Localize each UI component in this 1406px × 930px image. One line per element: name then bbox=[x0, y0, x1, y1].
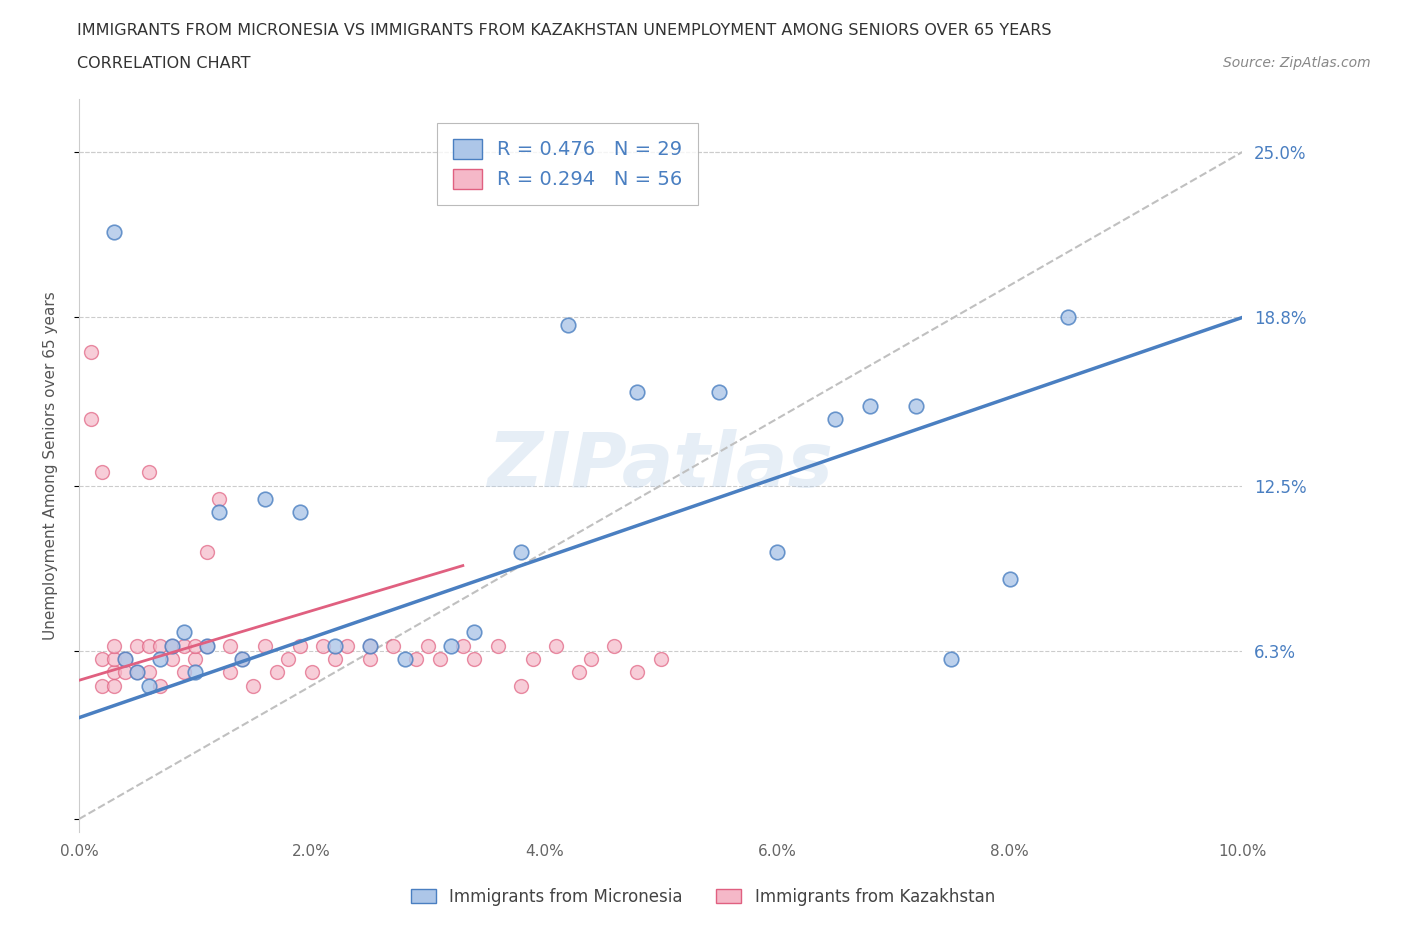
Text: IMMIGRANTS FROM MICRONESIA VS IMMIGRANTS FROM KAZAKHSTAN UNEMPLOYMENT AMONG SENI: IMMIGRANTS FROM MICRONESIA VS IMMIGRANTS… bbox=[77, 23, 1052, 38]
Point bbox=[149, 638, 172, 653]
Point bbox=[463, 652, 485, 667]
Point bbox=[557, 318, 579, 333]
Point bbox=[103, 678, 125, 693]
Point bbox=[173, 625, 195, 640]
Point bbox=[138, 638, 160, 653]
Point bbox=[312, 638, 335, 653]
Point bbox=[195, 638, 218, 653]
Point bbox=[195, 545, 218, 560]
Point bbox=[254, 638, 277, 653]
Point bbox=[103, 225, 125, 240]
Point bbox=[998, 572, 1021, 587]
Point bbox=[219, 665, 242, 680]
Point bbox=[231, 652, 253, 667]
Point bbox=[1056, 310, 1078, 325]
Point bbox=[91, 652, 114, 667]
Point bbox=[323, 652, 346, 667]
Point bbox=[766, 545, 789, 560]
Point bbox=[114, 665, 136, 680]
Point bbox=[301, 665, 323, 680]
Point bbox=[160, 652, 183, 667]
Point bbox=[127, 665, 149, 680]
Point bbox=[184, 652, 207, 667]
Point bbox=[429, 652, 451, 667]
Point bbox=[160, 638, 183, 653]
Point bbox=[510, 678, 533, 693]
Point bbox=[149, 678, 172, 693]
Point bbox=[544, 638, 567, 653]
Point bbox=[288, 638, 311, 653]
Point bbox=[626, 665, 648, 680]
Point bbox=[149, 652, 172, 667]
Text: CORRELATION CHART: CORRELATION CHART bbox=[77, 56, 250, 71]
Point bbox=[231, 652, 253, 667]
Point bbox=[114, 652, 136, 667]
Text: Source: ZipAtlas.com: Source: ZipAtlas.com bbox=[1223, 56, 1371, 70]
Point bbox=[451, 638, 474, 653]
Point bbox=[603, 638, 626, 653]
Point bbox=[242, 678, 264, 693]
Point bbox=[91, 678, 114, 693]
Point bbox=[277, 652, 299, 667]
Point bbox=[138, 678, 160, 693]
Point bbox=[254, 491, 277, 506]
Point bbox=[416, 638, 439, 653]
Point bbox=[463, 625, 485, 640]
Point bbox=[138, 465, 160, 480]
Point bbox=[114, 652, 136, 667]
Point bbox=[79, 345, 101, 360]
Point bbox=[103, 665, 125, 680]
Point bbox=[103, 638, 125, 653]
Point bbox=[382, 638, 405, 653]
Point bbox=[359, 638, 381, 653]
Point bbox=[127, 638, 149, 653]
Point bbox=[707, 385, 730, 400]
Point bbox=[138, 665, 160, 680]
Legend: R = 0.476   N = 29, R = 0.294   N = 56: R = 0.476 N = 29, R = 0.294 N = 56 bbox=[437, 123, 697, 205]
Point bbox=[440, 638, 463, 653]
Point bbox=[195, 638, 218, 653]
Point bbox=[207, 491, 229, 506]
Point bbox=[359, 652, 381, 667]
Point bbox=[184, 638, 207, 653]
Point bbox=[323, 638, 346, 653]
Legend: Immigrants from Micronesia, Immigrants from Kazakhstan: Immigrants from Micronesia, Immigrants f… bbox=[405, 881, 1001, 912]
Point bbox=[127, 665, 149, 680]
Point bbox=[905, 398, 928, 413]
Point bbox=[173, 638, 195, 653]
Point bbox=[522, 652, 544, 667]
Point bbox=[266, 665, 288, 680]
Point bbox=[335, 638, 357, 653]
Point bbox=[173, 665, 195, 680]
Point bbox=[184, 665, 207, 680]
Point bbox=[79, 411, 101, 426]
Point bbox=[650, 652, 672, 667]
Point bbox=[824, 411, 846, 426]
Point bbox=[288, 505, 311, 520]
Point bbox=[486, 638, 509, 653]
Point bbox=[394, 652, 416, 667]
Point bbox=[626, 385, 648, 400]
Point bbox=[579, 652, 602, 667]
Text: ZIPatlas: ZIPatlas bbox=[488, 429, 834, 502]
Y-axis label: Unemployment Among Seniors over 65 years: Unemployment Among Seniors over 65 years bbox=[44, 291, 58, 640]
Point bbox=[359, 638, 381, 653]
Point bbox=[859, 398, 882, 413]
Point bbox=[568, 665, 591, 680]
Point bbox=[219, 638, 242, 653]
Point bbox=[941, 652, 963, 667]
Point bbox=[207, 505, 229, 520]
Point bbox=[510, 545, 533, 560]
Point bbox=[103, 652, 125, 667]
Point bbox=[160, 638, 183, 653]
Point bbox=[405, 652, 427, 667]
Point bbox=[91, 465, 114, 480]
